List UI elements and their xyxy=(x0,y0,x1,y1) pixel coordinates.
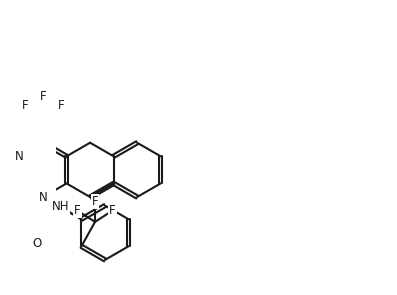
Text: O: O xyxy=(32,237,41,250)
Text: N: N xyxy=(39,191,47,204)
Text: F: F xyxy=(40,90,46,103)
Text: F: F xyxy=(22,99,29,112)
Text: F: F xyxy=(58,99,64,112)
Text: F: F xyxy=(74,204,81,217)
Text: F: F xyxy=(109,204,116,217)
Text: N: N xyxy=(15,150,24,163)
Text: F: F xyxy=(92,195,98,208)
Text: NH: NH xyxy=(52,201,69,214)
